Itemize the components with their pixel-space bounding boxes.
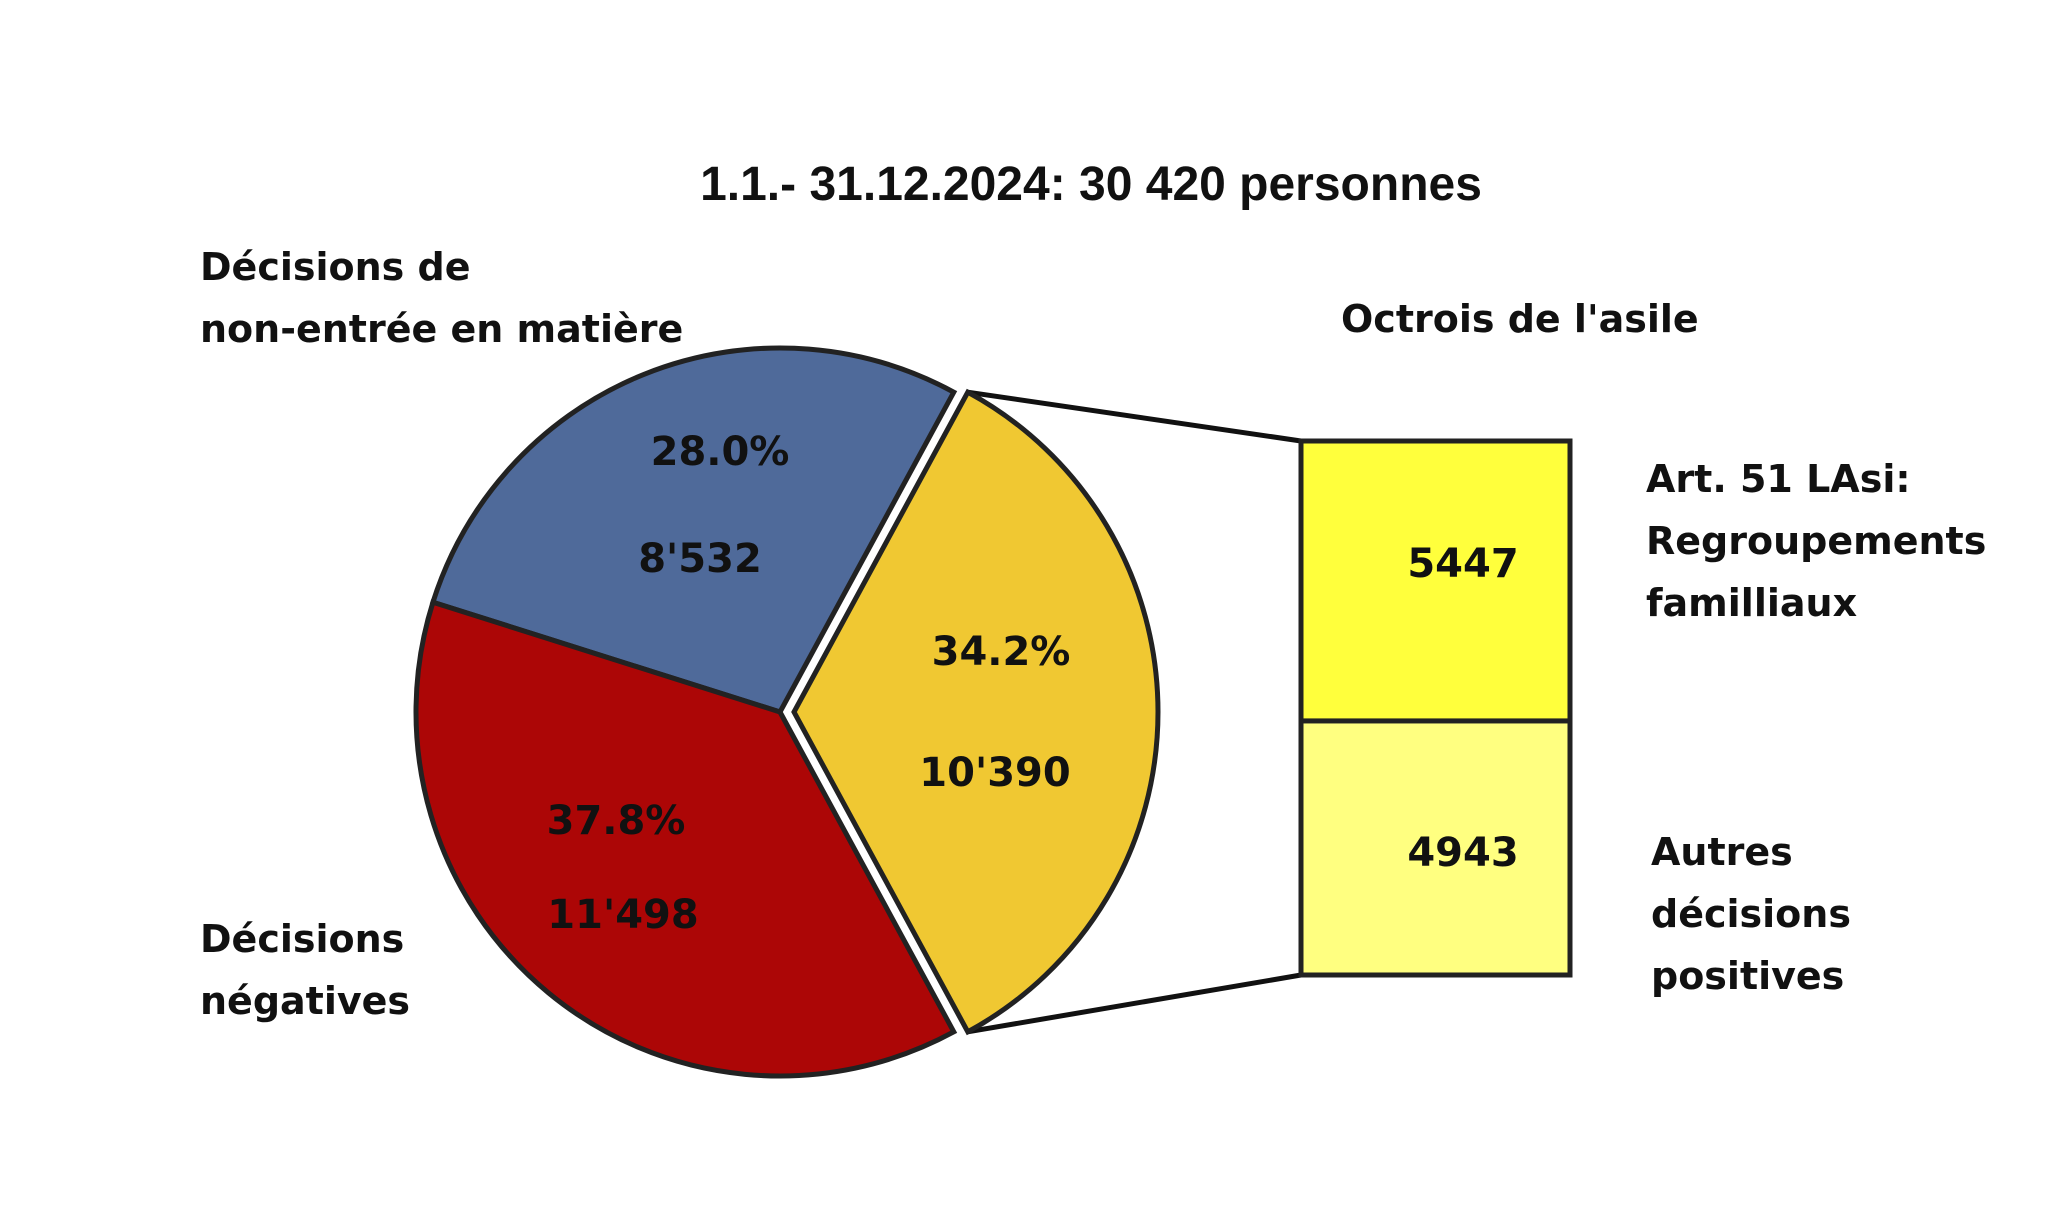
slice-asylum [791,388,1161,1036]
bar-other-positive [1298,718,1573,978]
slice-label-nem-line1: Décisions de [200,245,471,289]
bar-label-other-line1: Autres [1651,830,1793,874]
slice-count-asylum: 10'390 [919,750,1070,796]
connector-lines [967,389,1302,1035]
chart-title: 1.1.- 31.12.2024: 30 420 personnes [700,158,1482,211]
slice-negative [413,599,958,1079]
slice-label-nem: Décisions de non-entrée en matière [200,245,683,351]
slice-count-negative: 11'498 [547,892,698,938]
bar-label-family-line1: Art. 51 LAsi: [1646,457,1911,501]
connector-top [967,389,1302,444]
bar-label-other-line2: décisions [1651,892,1851,936]
bar-value-other: 4943 [1407,830,1518,876]
slice-label-negative: Décisions négatives [200,917,418,1023]
breakdown-title: Octrois de l'asile [1341,297,1699,341]
bar-label-family: Art. 51 LAsi: Regroupements familliaux [1646,457,2000,625]
bar-label-other: Autres décisions positives [1651,830,1864,998]
pie-slices [413,345,1161,1079]
slice-nem [429,345,958,716]
breakdown-bars [1298,438,1573,978]
bar-label-family-line3: familliaux [1646,581,1857,625]
slice-label-negative-line2: négatives [200,979,410,1023]
slice-percent-negative: 37.8% [547,798,686,844]
slice-label-nem-line2: non-entrée en matière [200,307,683,351]
slice-count-nem: 8'532 [638,536,762,582]
bar-label-other-line3: positives [1651,954,1844,998]
bar-value-family: 5447 [1407,541,1518,587]
slice-percent-nem: 28.0% [651,429,790,475]
slice-percent-asylum: 34.2% [932,629,1071,675]
connector-bottom [967,972,1302,1035]
bar-label-family-line2: Regroupements [1646,519,1986,563]
slice-label-negative-line1: Décisions [200,917,404,961]
